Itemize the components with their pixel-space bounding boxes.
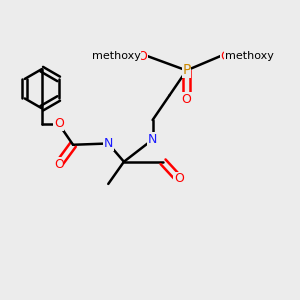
Text: O: O [54, 158, 64, 171]
Text: P: P [182, 63, 191, 77]
Text: O: O [174, 172, 184, 185]
Text: methoxy: methoxy [92, 51, 140, 61]
Text: O: O [54, 117, 64, 130]
Text: O: O [137, 50, 147, 63]
Text: O: O [182, 93, 191, 106]
Text: N: N [103, 137, 113, 150]
Text: methoxy: methoxy [225, 51, 274, 61]
Text: O: O [220, 50, 230, 63]
Text: N: N [148, 133, 157, 146]
